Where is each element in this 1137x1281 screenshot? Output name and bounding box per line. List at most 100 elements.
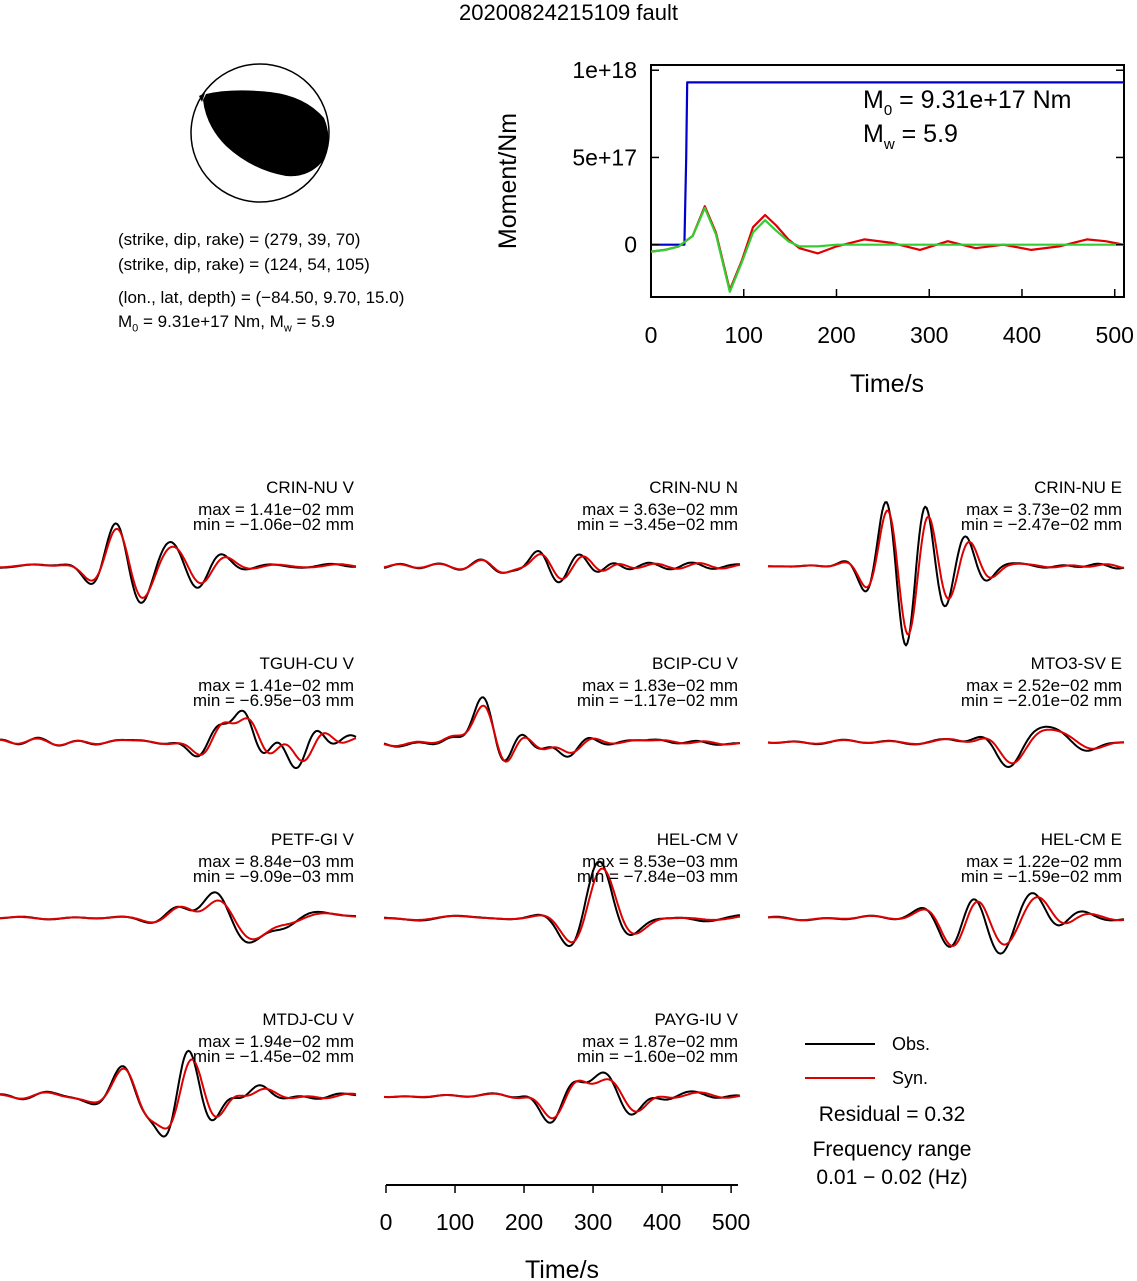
m0-symbol: M [118, 312, 133, 331]
station-min: min = −1.17e−02 mm [577, 691, 738, 710]
station-max: max = 1.83e−02 mm [582, 676, 738, 695]
waveform-x-tick-label: 400 [643, 1209, 681, 1235]
waveform-x-tick-label: 200 [505, 1209, 543, 1235]
moment-rate-x-ticks: 0 100 200 300 400 500 [645, 289, 1134, 348]
station-max: max = 1.41e−02 mm [198, 500, 354, 519]
magnitude-line: M0 = 9.31e+17 Nm, Mw = 5.9 [118, 312, 335, 338]
station-min: min = −9.09e−03 mm [193, 867, 354, 886]
residual-text: Residual = 0.32 [819, 1103, 966, 1126]
mw-value: = 5.9 [291, 312, 335, 331]
station-name: BCIP-CU V [652, 654, 739, 673]
moment-rate-series [650, 81, 1125, 293]
station-name: PETF-GI V [271, 830, 355, 849]
moment-x-tick-label: 200 [817, 322, 855, 348]
station-min: min = −1.59e−02 mm [961, 867, 1122, 886]
moment-y-tick-label: 5e+17 [572, 144, 637, 170]
moment-series-line-1 [650, 205, 1125, 292]
station-max: max = 1.41e−02 mm [198, 676, 354, 695]
moment-rate-frame [650, 64, 1125, 298]
moment-rate-y-ticks: 0 5e+17 1e+18 [572, 57, 1124, 258]
station-name: HEL-CM V [657, 830, 739, 849]
moment-rate-ylabel: Moment/Nm [494, 113, 522, 249]
waveform-obs-line [767, 892, 1125, 955]
station-max: max = 1.22e−02 mm [966, 852, 1122, 871]
moment-x-tick-label: 500 [1096, 322, 1134, 348]
moment-y-tick-label: 1e+18 [572, 57, 637, 83]
moment-x-tick-label: 300 [910, 322, 948, 348]
waveform-obs-line [767, 725, 1125, 768]
beachball-sliver [199, 93, 205, 102]
station-min: min = −7.84e−03 mm [577, 867, 738, 886]
frequency-title: Frequency range [813, 1138, 972, 1161]
moment-x-tick-label: 400 [1003, 322, 1041, 348]
frequency-value: 0.01 − 0.02 (Hz) [816, 1166, 967, 1189]
moment-series-line-0 [651, 81, 1124, 246]
station-max: max = 2.52e−02 mm [966, 676, 1122, 695]
station-max: max = 3.63e−02 mm [582, 500, 738, 519]
station-max: max = 3.73e−02 mm [966, 500, 1122, 519]
legend-syn-label: Syn. [892, 1068, 928, 1088]
moment-series-line-2 [650, 206, 1124, 293]
station-max: max = 8.53e−03 mm [582, 852, 738, 871]
station-max: max = 8.84e−03 mm [198, 852, 354, 871]
waveform-obs-line [0, 709, 357, 769]
waveform-syn-line [383, 1078, 741, 1120]
station-min: min = −6.95e−03 mm [193, 691, 354, 710]
moment-annotation-mw: Mw = 5.9 [863, 120, 958, 153]
moment-rate-panel: 0 100 200 300 400 500 0 5e+17 1e+18 Time/s Mome… [494, 57, 1134, 398]
moment-x-tick-label: 0 [645, 322, 658, 348]
waveform-syn-line [767, 896, 1125, 947]
waveform-syn-line [383, 867, 741, 944]
location-line: (lon., lat, depth) = (−84.50, 9.70, 15.0… [118, 288, 405, 307]
station-min: min = −2.47e−02 mm [961, 515, 1122, 534]
waveform-x-tick-label: 100 [436, 1209, 474, 1235]
waveform-syn-line [0, 717, 357, 763]
waveform-x-tick-label: 0 [380, 1209, 393, 1235]
station-max: max = 1.94e−02 mm [198, 1032, 354, 1051]
waveform-syn-line [0, 899, 357, 941]
station-name: CRIN-NU E [1034, 478, 1122, 497]
station-name: HEL-CM E [1041, 830, 1122, 849]
waveform-x-tick-label: 300 [574, 1209, 612, 1235]
mechanism-line-1: (strike, dip, rake) = (279, 39, 70) [118, 230, 361, 249]
station-min: min = −3.45e−02 mm [577, 515, 738, 534]
waveform-obs-line [0, 891, 357, 944]
waveform-syn-line [767, 509, 1125, 636]
m0-value: = 9.31e+17 Nm, M [138, 312, 284, 331]
station-max: max = 1.87e−02 mm [582, 1032, 738, 1051]
waveform-time-axis: Time/s 0 100 200 300 400 500 [380, 1184, 750, 1281]
mechanism-line-2: (strike, dip, rake) = (124, 54, 105) [118, 255, 370, 274]
waveform-syn-line [383, 553, 741, 580]
beachball [190, 63, 330, 203]
station-min: min = −1.60e−02 mm [577, 1047, 738, 1066]
waveform-x-tick-label: 500 [712, 1209, 750, 1235]
beachball-compression [203, 90, 329, 177]
moment-y-tick-label: 0 [624, 232, 637, 258]
station-name: CRIN-NU V [266, 478, 354, 497]
mw-subscript: w [283, 322, 292, 335]
page-title: 20200824215109 fault [459, 0, 678, 25]
waveform-syn-line [0, 1058, 357, 1130]
station-name: MTO3-SV E [1031, 654, 1122, 673]
station-min: min = −1.45e−02 mm [193, 1047, 354, 1066]
waveform-xlabel: Time/s [525, 1256, 599, 1281]
station-min: min = −1.06e−02 mm [193, 515, 354, 534]
waveform-obs-line [0, 522, 356, 604]
station-name: TGUH-CU V [260, 654, 355, 673]
legend: Obs. Syn. Residual = 0.32 Frequency rang… [805, 1034, 971, 1189]
moment-annotation-m0: M0 = 9.31e+17 Nm [863, 86, 1071, 119]
waveform-syn-line [767, 728, 1125, 765]
